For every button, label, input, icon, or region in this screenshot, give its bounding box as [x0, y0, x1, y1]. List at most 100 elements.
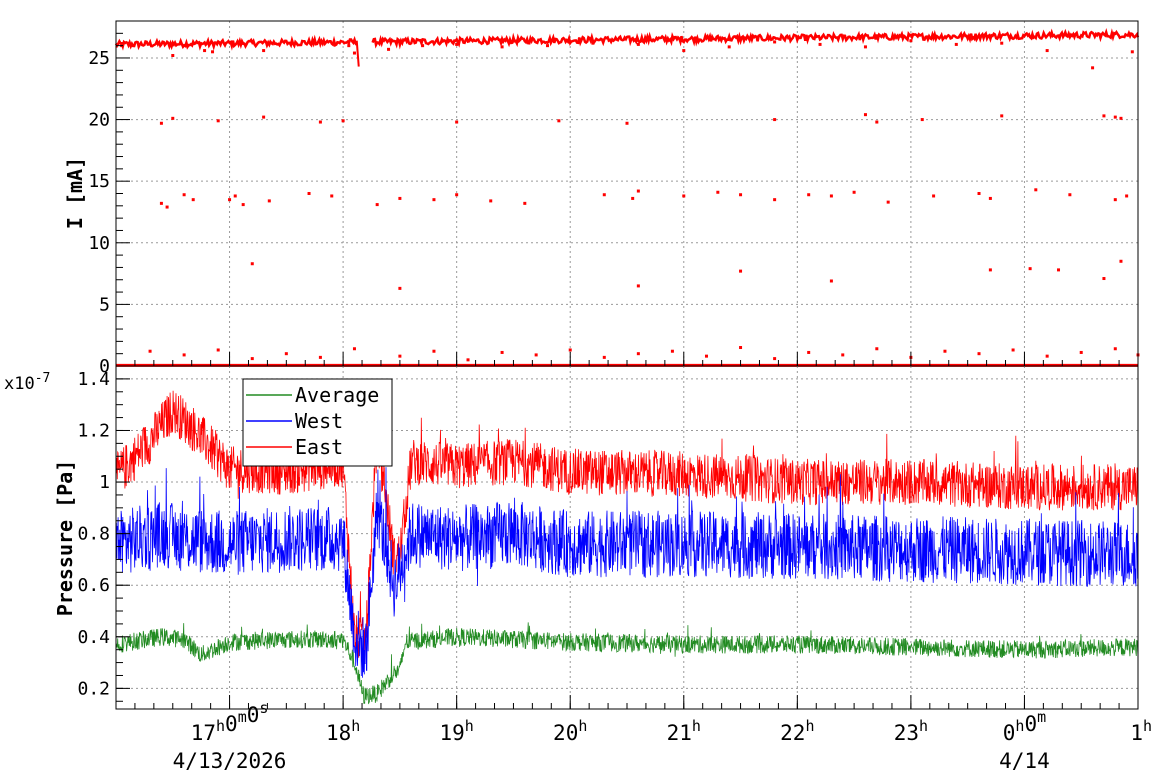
current-point	[988, 268, 992, 272]
current-point	[1045, 354, 1049, 358]
pressure-y-axis-title: Pressure [Pa]	[53, 460, 77, 617]
current-point	[171, 54, 175, 57]
current-point	[636, 352, 640, 356]
x-tick-label: 19h	[440, 717, 474, 745]
current-point	[1045, 49, 1049, 53]
current-point	[182, 353, 186, 357]
current-point	[807, 350, 811, 354]
current-point	[1125, 194, 1129, 198]
current-point	[352, 51, 356, 55]
current-point	[932, 194, 936, 198]
current-y-tick-label: 15	[88, 171, 110, 192]
current-point	[670, 349, 674, 353]
current-point	[523, 201, 527, 205]
current-point	[262, 115, 266, 119]
current-y-axis-title: I [mA]	[63, 157, 87, 229]
current-point	[886, 200, 890, 204]
current-point	[636, 189, 640, 193]
current-point	[636, 284, 640, 288]
current-point	[432, 349, 436, 353]
current-point	[773, 40, 777, 44]
current-point	[1102, 277, 1106, 281]
pressure-y-tick-label: 0.6	[77, 575, 110, 596]
current-point	[1028, 267, 1032, 271]
current-point	[773, 118, 777, 122]
x-tick-label: 22h	[780, 717, 814, 745]
current-point	[852, 190, 856, 194]
current-point	[159, 201, 163, 205]
current-point	[341, 119, 345, 123]
current-main-band	[114, 27, 1140, 51]
current-point	[602, 355, 606, 359]
current-point	[216, 348, 220, 352]
current-point	[977, 192, 981, 195]
pressure-y-tick-label: 0.2	[77, 678, 110, 699]
current-point	[267, 199, 271, 203]
current-plot-frame	[115, 20, 1139, 367]
current-point	[1102, 114, 1106, 118]
current-point	[863, 113, 867, 117]
current-point	[398, 196, 402, 200]
current-point	[500, 45, 504, 49]
pressure-y-exponent: x10-7	[4, 371, 50, 394]
current-point	[727, 45, 731, 49]
current-point	[233, 194, 237, 198]
x-tick-label: 20h	[553, 717, 587, 745]
current-point	[1000, 114, 1004, 118]
current-point	[241, 203, 245, 207]
current-point	[682, 49, 686, 53]
current-point	[375, 203, 379, 207]
current-point	[148, 349, 152, 353]
current-point	[398, 354, 402, 358]
current-point	[863, 45, 867, 49]
current-point	[1011, 348, 1015, 352]
current-point	[307, 192, 311, 195]
current-point	[466, 358, 470, 362]
current-point	[250, 262, 254, 266]
pressure-y-tick-label: 0.4	[77, 627, 110, 648]
current-point	[739, 193, 743, 197]
current-point	[1119, 259, 1123, 263]
x-tick-label: 18h	[326, 717, 360, 745]
current-point	[165, 205, 169, 209]
current-point	[191, 198, 195, 202]
legend-label-average: Average	[295, 383, 379, 407]
current-point	[211, 50, 215, 54]
current-point	[128, 42, 132, 46]
current-point	[557, 119, 561, 123]
current-point	[262, 49, 266, 53]
current-point	[1057, 268, 1061, 272]
current-point	[318, 120, 322, 124]
current-point	[920, 118, 924, 122]
current-point	[228, 198, 232, 202]
current-point	[704, 354, 708, 358]
x-tick-label: 17h0m0s	[191, 699, 269, 745]
current-point	[489, 199, 493, 203]
current-point	[159, 121, 163, 125]
current-point	[1091, 66, 1095, 70]
current-y-tick-label: 5	[99, 294, 110, 315]
current-point	[739, 346, 743, 350]
x-tick-label: 1h	[1130, 717, 1152, 745]
current-point	[546, 44, 550, 48]
current-point	[330, 194, 334, 198]
time-x-axis: 17h0m0s 4/13/2026 18h 19h 20h 21h 22h 23h 0h0m 4/…	[115, 352, 1152, 773]
current-point	[591, 41, 595, 45]
current-point	[875, 120, 879, 124]
current-point	[1068, 193, 1072, 197]
current-point	[1000, 41, 1004, 45]
current-point	[318, 355, 322, 359]
current-point	[421, 44, 425, 48]
current-point	[182, 193, 186, 197]
current-point	[500, 350, 504, 354]
pressure-series-average	[115, 622, 1139, 705]
current-point	[1119, 116, 1123, 120]
pressure-y-tick-label: 1.2	[77, 420, 110, 441]
x-tick-label: 23h	[894, 717, 928, 745]
current-point	[455, 120, 459, 124]
x-date-label: 4/14	[999, 749, 1050, 773]
current-point	[455, 42, 459, 46]
pressure-series-west	[115, 467, 1139, 678]
current-point	[203, 49, 207, 53]
